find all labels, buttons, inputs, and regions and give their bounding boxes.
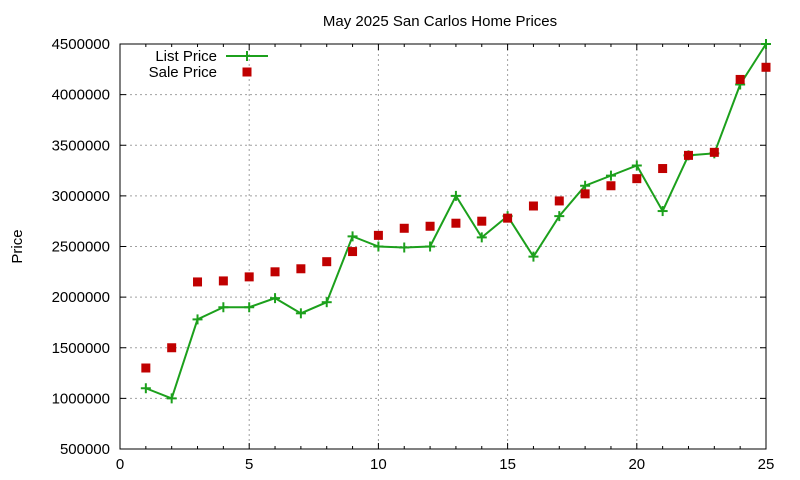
data-point [192,314,203,325]
legend-label: List Price [155,48,217,65]
data-point [140,383,151,394]
data-point [244,272,254,282]
data-point [735,74,745,84]
x-tick-label: 20 [628,456,645,473]
data-point [528,201,538,211]
data-point [296,264,306,274]
data-point [295,308,306,319]
x-tick-label: 15 [499,456,516,473]
data-point [761,39,771,49]
data-point [658,164,668,174]
y-tick-label: 1500000 [52,340,110,357]
data-point [425,221,435,231]
data-point [425,241,436,252]
data-point [347,231,358,242]
data-point [218,276,228,286]
series-sale-price [141,62,771,373]
data-point [244,302,255,313]
data-point [477,216,487,226]
data-point [348,247,358,257]
data-point [631,160,642,171]
data-point [166,393,177,404]
y-tick-label: 4000000 [52,87,110,104]
data-point [218,302,229,313]
y-tick-label: 2000000 [52,289,110,306]
data-point [141,363,151,373]
y-tick-label: 500000 [60,441,110,458]
data-point [399,223,409,233]
data-point [321,297,332,308]
data-point [580,180,591,191]
data-point [528,251,539,262]
data-point [322,257,332,267]
data-point [476,232,487,243]
y-tick-label: 2500000 [52,239,110,256]
x-tick-label: 25 [758,456,775,473]
data-point [683,150,693,160]
legend-marker [242,51,252,61]
data-point [270,293,281,304]
data-point [554,211,565,222]
data-point [373,230,383,240]
legend-label: Sale Price [149,64,217,81]
grid [120,44,766,449]
data-point [606,181,616,191]
data-point [761,62,771,72]
data-point [657,206,668,217]
data-point [373,241,384,252]
data-point [554,196,564,206]
data-point [709,147,719,157]
data-point [605,170,616,181]
x-tick-label: 10 [370,456,387,473]
x-tick-label: 5 [245,456,253,473]
legend-marker [242,67,252,77]
y-tick-label: 3500000 [52,137,110,154]
data-point [399,242,410,253]
chart-title: May 2025 San Carlos Home Prices [323,13,557,30]
data-point [167,343,177,353]
x-tick-label: 0 [116,456,124,473]
data-point [451,218,461,228]
y-tick-label: 3000000 [52,188,110,205]
data-point [503,213,513,223]
data-point [580,189,590,199]
series [140,39,771,404]
data-point [193,277,203,287]
y-tick-label: 1000000 [52,390,110,407]
tick-labels: 0 5 10 15 20 25 500000 1000000 1500000 2000000 250… [52,36,775,473]
y-tick-label: 4500000 [52,36,110,53]
data-point [450,190,461,201]
data-point [632,174,642,184]
y-axis-label: Price [9,229,26,263]
data-point [270,267,280,277]
